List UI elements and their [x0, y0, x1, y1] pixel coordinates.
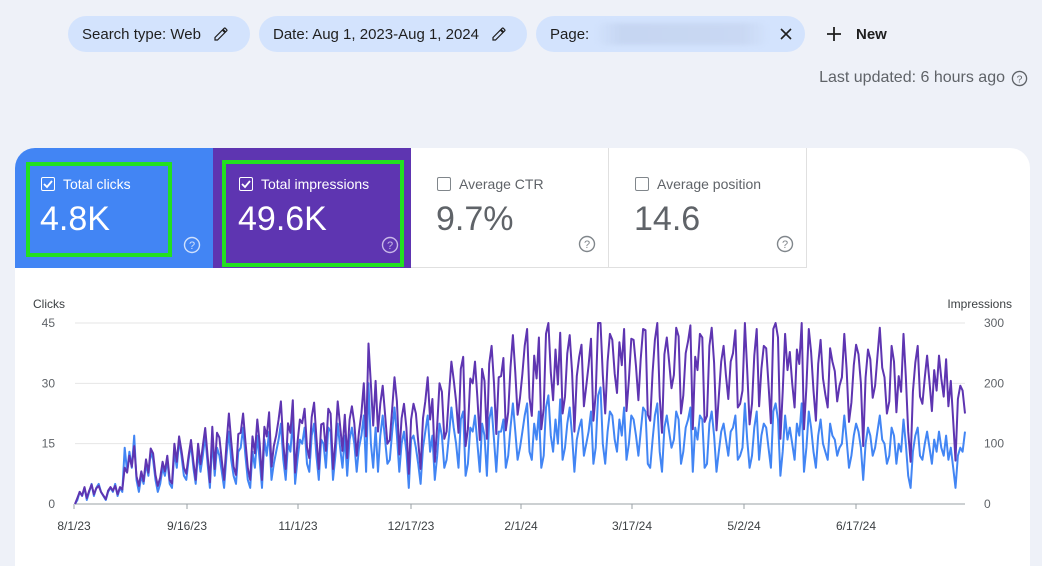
y-tick-label: 15	[42, 437, 56, 451]
page-label: Page:	[550, 25, 590, 43]
highlight-box-impressions	[222, 160, 404, 267]
y-axis-left: 45 30 15 0	[42, 316, 56, 511]
help-icon[interactable]: ?	[1011, 70, 1028, 87]
x-tick-label: 6/17/24	[836, 519, 876, 533]
y-axis-label: Clicks	[33, 297, 65, 311]
pencil-icon[interactable]	[213, 26, 229, 42]
metric-total-impressions[interactable]: Total impressions 49.6K ?	[213, 148, 411, 268]
metric-value: 14.6	[634, 200, 701, 238]
x-axis: 8/1/23 9/16/23 11/1/23 12/17/23 2/1/24 3/17/2…	[57, 504, 876, 533]
highlight-box-clicks	[26, 162, 172, 257]
series-line-clicks	[74, 382, 966, 505]
y-axis-right: 300 200 100 0	[984, 316, 1004, 511]
series-line-impressions	[74, 322, 966, 505]
metric-label-row: Total clicks	[41, 176, 131, 192]
x-tick-label: 2/1/24	[504, 519, 538, 533]
metric-label-row: Average position	[635, 176, 761, 192]
svg-text:?: ?	[1017, 74, 1023, 85]
x-tick-label: 5/2/24	[727, 519, 761, 533]
x-tick-label: 3/17/24	[612, 519, 652, 533]
close-icon[interactable]	[779, 27, 793, 41]
metric-value: 9.7%	[436, 200, 514, 238]
pencil-icon[interactable]	[491, 26, 507, 42]
checkbox-checked-icon[interactable]	[41, 177, 55, 191]
svg-text:?: ?	[584, 239, 590, 251]
page-chip[interactable]: Page:	[536, 16, 805, 52]
redacted-page-url	[595, 23, 769, 45]
performance-chart: 45 30 15 0 300 200 100 0 8/1/23 9/16/23 11/1/23 1…	[33, 297, 1012, 533]
new-filter-button[interactable]: New	[826, 26, 887, 43]
y2-tick-label: 0	[984, 497, 991, 511]
y-tick-label: 45	[42, 316, 56, 330]
performance-card: Total clicks 4.8K ? Total impressions 49…	[15, 148, 1030, 566]
x-tick-label: 9/16/23	[167, 519, 207, 533]
metric-average-position[interactable]: Average position 14.6 ?	[609, 148, 807, 268]
help-icon[interactable]: ?	[776, 235, 794, 253]
metric-value: 4.8K	[40, 200, 110, 238]
help-icon[interactable]: ?	[183, 236, 201, 254]
checkbox-unchecked-icon[interactable]	[635, 177, 649, 191]
y2-tick-label: 100	[984, 437, 1004, 451]
svg-text:?: ?	[387, 240, 393, 252]
search-type-chip[interactable]: Search type: Web	[68, 16, 250, 52]
metric-total-clicks[interactable]: Total clicks 4.8K ?	[15, 148, 213, 268]
metric-label-row: Average CTR	[437, 176, 544, 192]
metric-label: Average CTR	[459, 176, 544, 192]
search-type-label: Search type: Web	[82, 25, 201, 43]
filter-bar: Search type: Web Date: Aug 1, 2023-Aug 1…	[68, 16, 887, 52]
y2-tick-label: 200	[984, 376, 1004, 390]
x-tick-label: 11/1/23	[278, 519, 317, 533]
date-label: Date: Aug 1, 2023-Aug 1, 2024	[273, 25, 479, 43]
metric-label: Total impressions	[261, 176, 370, 192]
y-tick-label: 30	[42, 376, 56, 390]
help-icon[interactable]: ?	[381, 236, 399, 254]
x-tick-label: 12/17/23	[388, 519, 435, 533]
metric-value: 49.6K	[238, 200, 327, 238]
help-icon[interactable]: ?	[578, 235, 596, 253]
metric-average-ctr[interactable]: Average CTR 9.7% ?	[411, 148, 609, 268]
last-updated-text: Last updated: 6 hours ago	[819, 69, 1005, 86]
date-chip[interactable]: Date: Aug 1, 2023-Aug 1, 2024	[259, 16, 527, 52]
plus-icon	[827, 27, 841, 41]
metric-label: Average position	[657, 176, 762, 192]
svg-text:?: ?	[189, 240, 195, 252]
y2-axis-label: Impressions	[947, 297, 1012, 311]
x-tick-label: 8/1/23	[57, 519, 91, 533]
checkbox-checked-icon[interactable]	[239, 177, 253, 191]
metric-label: Total clicks	[63, 176, 131, 192]
y2-tick-label: 300	[984, 316, 1004, 330]
new-filter-label: New	[856, 25, 887, 43]
last-updated: Last updated: 6 hours ago ?	[819, 69, 1028, 87]
svg-text:?: ?	[782, 239, 788, 251]
metric-label-row: Total impressions	[239, 176, 369, 192]
checkbox-unchecked-icon[interactable]	[437, 177, 451, 191]
y-tick-label: 0	[48, 497, 55, 511]
